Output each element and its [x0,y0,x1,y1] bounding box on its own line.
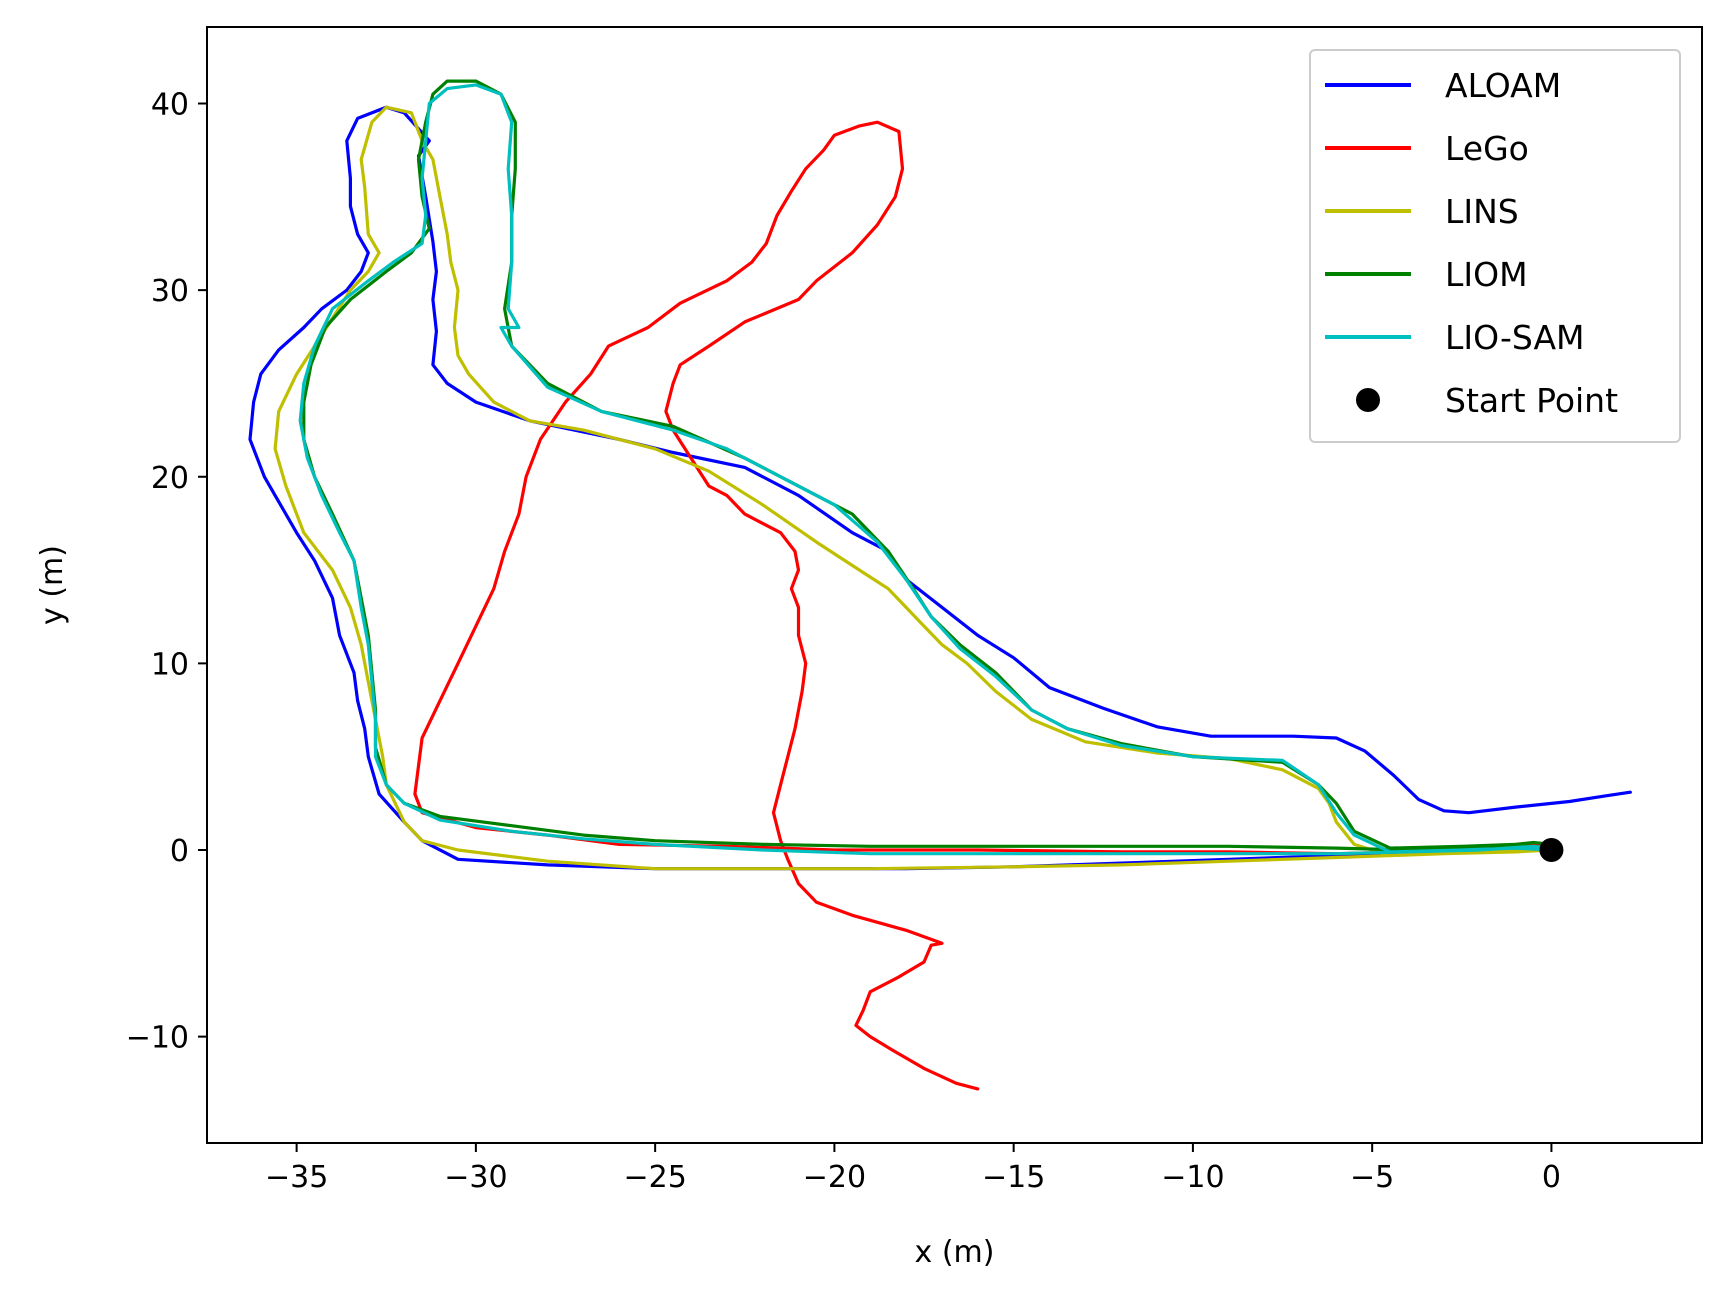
series-layer [248,79,1632,1091]
series-line-lego [413,120,1553,1091]
y-tick-label: 10 [151,647,189,682]
y-tick-label: 20 [151,461,189,496]
y-tick-label: 30 [151,274,189,309]
plot-frame [206,26,1703,1144]
legend-item-aloam: ALOAM [1325,66,1561,105]
legend-entries: ALOAM LeGo LINS LIOM LIO-SAM Start Point [1325,66,1618,420]
x-axis-label: x (m) [915,1235,995,1270]
x-tick-label: −30 [444,1160,507,1195]
legend-item-start-point: Start Point [1356,381,1618,420]
series-line-lio-sam [298,83,1553,856]
y-axis-label: y (m) [35,545,70,625]
legend-label: LIO-SAM [1445,318,1585,357]
x-tick-label: −25 [623,1160,686,1195]
legend-label: LINS [1445,192,1519,231]
x-tick-label: −20 [803,1160,866,1195]
series-line-lins [273,105,1553,871]
y-axis-ticks: −10 0 10 20 30 40 [126,88,207,1056]
legend-item-lio-sam: LIO-SAM [1325,318,1585,357]
legend-swatch [1356,388,1380,412]
legend-item-lins: LINS [1325,192,1519,231]
legend: ALOAM LeGo LINS LIOM LIO-SAM Start Point [1309,49,1681,443]
x-axis-ticks: −35 −30 −25 −20 −15 −10 −5 0 [265,1143,1561,1195]
y-tick-label: 40 [151,88,189,123]
legend-item-liom: LIOM [1325,255,1528,294]
y-tick-label: 0 [170,834,189,869]
legend-label: ALOAM [1445,66,1561,105]
x-tick-label: 0 [1542,1160,1561,1195]
legend-item-lego: LeGo [1325,129,1529,168]
legend-label: LeGo [1445,129,1529,168]
legend-label: Start Point [1445,381,1618,420]
x-tick-label: −5 [1350,1160,1394,1195]
y-tick-label: −10 [126,1021,189,1056]
x-tick-label: −10 [1161,1160,1224,1195]
x-tick-label: −15 [982,1160,1045,1195]
legend-label: LIOM [1445,255,1528,294]
x-tick-label: −35 [265,1160,328,1195]
start-point-marker [1539,838,1564,863]
marker-layer [1539,838,1564,863]
